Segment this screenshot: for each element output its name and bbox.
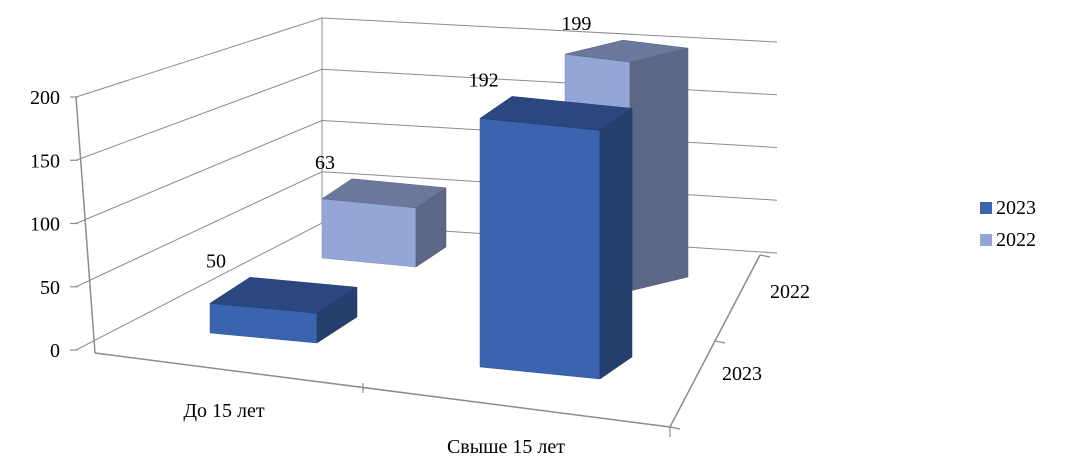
- axes: [75, 96, 771, 437]
- bar-front-face: [321, 198, 417, 268]
- y-tick-label: 100: [30, 214, 60, 236]
- data-label: 50: [206, 250, 226, 272]
- y-axis-line: [75, 96, 96, 354]
- bars: 63 199 50 192: [206, 13, 689, 380]
- bar-top-face: [479, 96, 633, 131]
- bar-top-face: [321, 178, 447, 209]
- legend-swatch-2022: [980, 234, 992, 246]
- legend-label-2022: 2022: [996, 228, 1036, 251]
- depth-label-0: 2022: [770, 281, 810, 303]
- data-label: 192: [469, 69, 499, 91]
- bar-2022-0: 63: [315, 152, 447, 268]
- depth-label-1: 2023: [722, 363, 762, 385]
- legend-label-2023: 2023: [996, 196, 1036, 219]
- y-tick-label: 150: [30, 150, 60, 172]
- data-label: 199: [561, 13, 591, 35]
- depth-tick: [759, 254, 771, 258]
- bar-side-face: [629, 47, 689, 292]
- bar-2023-0: 50: [206, 250, 358, 344]
- y-tick-labels: 0 50 100 150 200: [30, 87, 78, 362]
- x-axis-line: [94, 352, 671, 428]
- bar-top-face: [209, 276, 358, 314]
- legend-item-2023: 2023: [980, 192, 1075, 224]
- depth-tick: [669, 426, 681, 430]
- bar-front-face: [479, 118, 601, 380]
- legend-item-2022: 2022: [980, 224, 1075, 256]
- category-labels: До 15 лет Свыше 15 лет 2022 2023: [183, 281, 810, 457]
- bar-2023-1: 192: [469, 69, 633, 380]
- data-label: 63: [315, 152, 335, 174]
- category-label-1: Свыше 15 лет: [447, 436, 565, 457]
- category-label-0: До 15 лет: [183, 400, 265, 422]
- bar-side-face: [599, 107, 633, 380]
- y-tick-label: 200: [30, 87, 60, 109]
- bar-top-face: [564, 39, 689, 63]
- depth-tick: [714, 340, 726, 344]
- y-tick-label: 50: [40, 277, 60, 299]
- legend: 2023 2022: [980, 192, 1075, 256]
- y-tick-label: 0: [50, 340, 60, 362]
- legend-swatch-2023: [980, 202, 992, 214]
